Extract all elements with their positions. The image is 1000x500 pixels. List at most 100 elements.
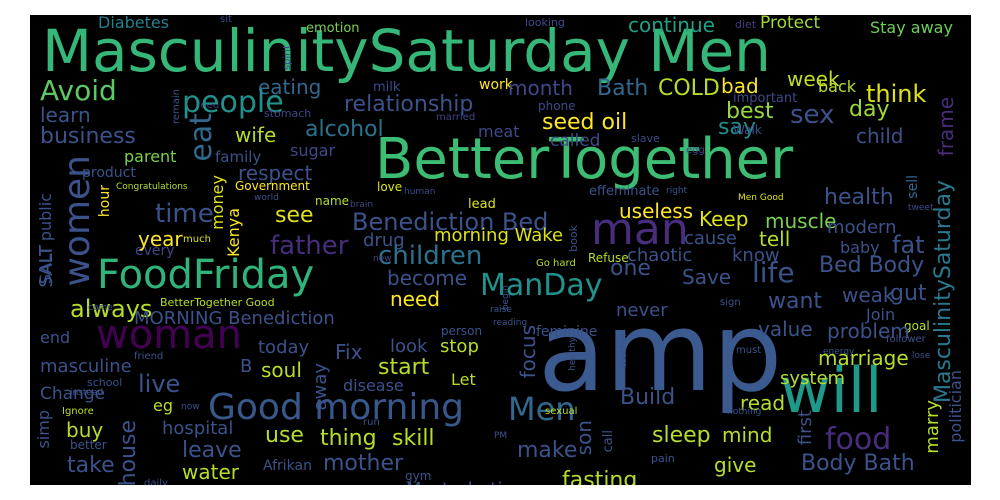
word-sleep: sleep [652, 423, 711, 448]
word-parent: parent [124, 147, 177, 166]
word-muscle: muscle [765, 209, 837, 233]
word-friend: friend [134, 351, 164, 362]
word-bath: Bath [597, 76, 649, 101]
word-masculinity-saturday-men: MasculinitySaturday Men [42, 17, 771, 85]
word-b: B [240, 356, 253, 377]
word-stomach: stomach [264, 107, 312, 120]
word-look: look [390, 336, 428, 357]
word-sign: sign [720, 297, 741, 308]
word-person: person [441, 324, 483, 338]
word-fasting: fasting [562, 468, 638, 486]
word-back: back [818, 77, 857, 96]
word-fat: fat [892, 231, 925, 259]
word-change: Change [40, 384, 106, 404]
word-pm: PM [494, 431, 508, 441]
word-soul: soul [261, 358, 302, 382]
word-masculine: masculine [40, 356, 132, 377]
word-stop: stop [440, 336, 479, 357]
word-want: want [768, 289, 823, 314]
word-ignore: Ignore [62, 406, 94, 417]
word-one: one [610, 256, 651, 281]
word-hospital: hospital [162, 418, 234, 439]
word-love: love [377, 180, 403, 194]
word-diet: diet [735, 18, 757, 31]
word-sexual: sexual [545, 406, 578, 417]
word-milk: milk [373, 80, 401, 95]
word-marriage: marriage [818, 346, 909, 370]
word-name: name [315, 194, 350, 208]
word-will: will [780, 354, 883, 427]
word-remain: remain [171, 89, 182, 125]
word-live: live [138, 370, 181, 398]
word-system: system [780, 368, 846, 389]
word-cause: cause [684, 228, 737, 249]
word-emotion: emotion [306, 21, 360, 36]
word-protect: Protect [760, 15, 821, 33]
word-salt-v: SALT [36, 245, 57, 288]
word-government: Government [235, 179, 310, 193]
word-lose: lose [912, 351, 931, 361]
word-body-bath: Body Bath [801, 451, 915, 476]
word-come: come [88, 303, 113, 313]
word-egg: egg [686, 145, 705, 156]
word-product: product [82, 165, 136, 181]
word-eat: eat [184, 113, 219, 162]
word-healthy: healthy [568, 337, 578, 371]
word-seed-oil: seed oil [542, 110, 628, 135]
word-book: book [567, 225, 580, 252]
word-bad: bad [721, 74, 759, 98]
word-energy: energy [823, 347, 855, 357]
word-begin: begin [501, 285, 511, 311]
word-eating: eating [258, 75, 322, 99]
word-join: Join [866, 305, 896, 324]
word-politician: politician [946, 370, 965, 443]
word-year: year [138, 227, 183, 251]
word-make: make [517, 438, 578, 463]
word-much: much [183, 234, 211, 245]
word-woman: woman [96, 312, 243, 358]
word-marry: marry [922, 400, 943, 454]
word-wife: wife [235, 123, 277, 147]
word-right: right [666, 186, 688, 196]
word-now: now [181, 402, 200, 412]
word-better: better [70, 438, 107, 452]
word-simp: simp [34, 410, 53, 449]
word-married: married [436, 112, 476, 123]
word-effeminate: effeminate [589, 184, 660, 199]
word-work: work [479, 77, 513, 93]
word-mind: mind [722, 423, 773, 447]
word-month: month [508, 76, 573, 100]
word-let: Let [451, 370, 476, 389]
word-amp: amp [538, 288, 783, 416]
word-instead: instead [70, 388, 104, 398]
word-new: new [373, 254, 392, 264]
word-day: day [849, 97, 890, 122]
word-school: school [87, 376, 123, 389]
word-hour: hour [97, 185, 113, 218]
word-see: see [275, 203, 314, 228]
word-good-morning: Good morning [208, 387, 464, 428]
word-respect: respect [238, 161, 313, 185]
word-slave: slave [631, 132, 660, 145]
word-buy: buy [66, 418, 104, 442]
word-looking: looking [525, 16, 565, 29]
word-daily: daily [144, 478, 168, 486]
word-better-together: BetterTogether [375, 127, 794, 192]
word-best: best [726, 99, 774, 124]
word-meat: meat [478, 122, 520, 141]
word-disease: disease [343, 376, 404, 395]
word-sugar: sugar [290, 141, 336, 160]
word-children: children [378, 241, 483, 271]
word-morning-benediction: MORNING Benediction [134, 308, 335, 329]
word-take: take [67, 453, 115, 478]
word-raise: raise [490, 305, 512, 315]
word-mother: mother [323, 451, 404, 476]
word-useless: useless [619, 199, 694, 223]
word-cloud: MasculinitySaturday Men BetterTogether a… [30, 15, 971, 485]
word-go-hard: Go hard [536, 258, 576, 269]
word-congratulations: Congratulations [116, 182, 188, 192]
word-week: week [787, 67, 840, 91]
word-house: house [116, 420, 141, 485]
word-walk: Walk [733, 123, 762, 137]
word-feminine: feminine [536, 324, 598, 340]
